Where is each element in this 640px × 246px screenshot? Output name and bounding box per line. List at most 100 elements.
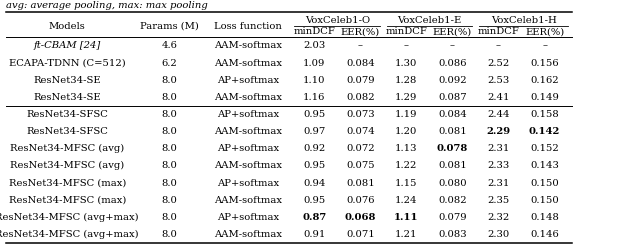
Text: 1.11: 1.11 [394,213,419,222]
Text: 2.32: 2.32 [488,213,509,222]
Text: 0.081: 0.081 [438,161,467,170]
Text: 0.072: 0.072 [346,144,374,153]
Text: 2.35: 2.35 [488,196,509,205]
Text: 0.079: 0.079 [346,76,374,85]
Text: 8.0: 8.0 [162,127,177,136]
Text: 0.078: 0.078 [437,144,468,153]
Text: 0.081: 0.081 [438,127,467,136]
Text: VoxCeleb1-O: VoxCeleb1-O [305,16,370,25]
Text: AP+softmax: AP+softmax [217,213,279,222]
Text: 1.29: 1.29 [396,93,417,102]
Text: 0.162: 0.162 [531,76,559,85]
Text: AAM-softmax: AAM-softmax [214,42,282,50]
Text: AAM-softmax: AAM-softmax [214,230,282,239]
Text: 8.0: 8.0 [162,76,177,85]
Text: 0.150: 0.150 [531,179,559,187]
Text: EER(%): EER(%) [340,28,380,36]
Text: 0.079: 0.079 [438,213,467,222]
Text: 8.0: 8.0 [162,110,177,119]
Text: 6.2: 6.2 [162,59,177,68]
Text: 0.97: 0.97 [303,127,325,136]
Text: 8.0: 8.0 [162,179,177,187]
Text: 0.156: 0.156 [531,59,559,68]
Text: 1.10: 1.10 [303,76,326,85]
Text: 8.0: 8.0 [162,213,177,222]
Text: 0.87: 0.87 [302,213,326,222]
Text: 1.24: 1.24 [395,196,418,205]
Text: 1.16: 1.16 [303,93,325,102]
Text: ResNet34-MFSC (max): ResNet34-MFSC (max) [8,196,126,205]
Text: –: – [450,42,455,50]
Text: 0.084: 0.084 [346,59,374,68]
Text: minDCF: minDCF [385,28,428,36]
Text: ResNet34-MFSC (max): ResNet34-MFSC (max) [8,179,126,187]
Text: 2.31: 2.31 [488,179,509,187]
Text: 0.95: 0.95 [303,161,325,170]
Text: 0.150: 0.150 [531,196,559,205]
Text: 0.074: 0.074 [346,127,374,136]
Text: 1.28: 1.28 [396,76,417,85]
Text: 1.30: 1.30 [396,59,417,68]
Text: AP+softmax: AP+softmax [217,144,279,153]
Text: ResNet34-MFSC (avg+max): ResNet34-MFSC (avg+max) [0,213,139,222]
Text: 2.03: 2.03 [303,42,325,50]
Text: 0.146: 0.146 [531,230,559,239]
Text: 8.0: 8.0 [162,196,177,205]
Text: VoxCeleb1-E: VoxCeleb1-E [397,16,461,25]
Text: ResNet34-MFSC (avg): ResNet34-MFSC (avg) [10,144,124,153]
Text: –: – [542,42,547,50]
Text: 0.142: 0.142 [529,127,561,136]
Text: –: – [496,42,501,50]
Text: 0.073: 0.073 [346,110,374,119]
Text: minDCF: minDCF [477,28,520,36]
Text: 2.53: 2.53 [488,76,509,85]
Text: 0.075: 0.075 [346,161,374,170]
Text: 8.0: 8.0 [162,93,177,102]
Text: ResNet34-SE: ResNet34-SE [33,76,101,85]
Text: ResNet34-MFSC (avg+max): ResNet34-MFSC (avg+max) [0,230,139,239]
Text: ResNet34-SFSC: ResNet34-SFSC [26,110,108,119]
Text: 0.92: 0.92 [303,144,325,153]
Text: AAM-softmax: AAM-softmax [214,127,282,136]
Text: minDCF: minDCF [293,28,335,36]
Text: 0.082: 0.082 [346,93,374,102]
Text: 0.087: 0.087 [438,93,467,102]
Text: 0.149: 0.149 [530,93,559,102]
Text: 0.082: 0.082 [438,196,467,205]
Text: AP+softmax: AP+softmax [217,76,279,85]
Text: 1.15: 1.15 [395,179,418,187]
Text: ECAPA-TDNN (C=512): ECAPA-TDNN (C=512) [9,59,125,68]
Text: VoxCeleb1-H: VoxCeleb1-H [491,16,556,25]
Text: EER(%): EER(%) [433,28,472,36]
Text: 1.21: 1.21 [395,230,418,239]
Text: 0.068: 0.068 [344,213,376,222]
Text: 0.081: 0.081 [346,179,374,187]
Text: 0.95: 0.95 [303,110,325,119]
Text: 0.94: 0.94 [303,179,325,187]
Text: AAM-softmax: AAM-softmax [214,196,282,205]
Text: 0.143: 0.143 [530,161,559,170]
Text: 1.20: 1.20 [396,127,417,136]
Text: ResNet34-SFSC: ResNet34-SFSC [26,127,108,136]
Text: 0.158: 0.158 [531,110,559,119]
Text: 0.076: 0.076 [346,196,374,205]
Text: 0.083: 0.083 [438,230,467,239]
Text: 0.91: 0.91 [303,230,325,239]
Text: 0.148: 0.148 [530,213,559,222]
Text: avg: average pooling, max: max pooling: avg: average pooling, max: max pooling [6,1,208,10]
Text: 0.152: 0.152 [531,144,559,153]
Text: 0.95: 0.95 [303,196,325,205]
Text: 0.084: 0.084 [438,110,467,119]
Text: 1.09: 1.09 [303,59,325,68]
Text: AAM-softmax: AAM-softmax [214,93,282,102]
Text: 2.29: 2.29 [486,127,511,136]
Text: 2.30: 2.30 [488,230,509,239]
Text: 2.31: 2.31 [488,144,509,153]
Text: ResNet34-SE: ResNet34-SE [33,93,101,102]
Text: Params (M): Params (M) [140,22,199,31]
Text: ResNet34-MFSC (avg): ResNet34-MFSC (avg) [10,161,124,170]
Text: 0.092: 0.092 [438,76,467,85]
Text: 1.13: 1.13 [395,144,418,153]
Text: 1.22: 1.22 [396,161,417,170]
Text: –: – [404,42,409,50]
